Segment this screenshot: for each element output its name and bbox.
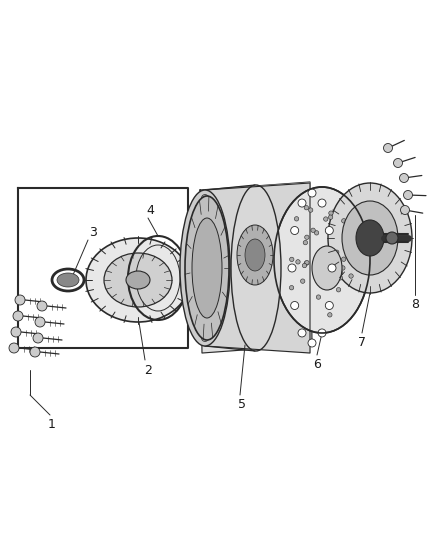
- Circle shape: [308, 339, 316, 347]
- Circle shape: [201, 335, 208, 342]
- Text: 4: 4: [146, 204, 154, 216]
- Polygon shape: [205, 183, 310, 353]
- Circle shape: [308, 208, 313, 212]
- Circle shape: [328, 313, 332, 317]
- Circle shape: [308, 189, 316, 197]
- Ellipse shape: [180, 190, 230, 346]
- Circle shape: [212, 230, 219, 237]
- Circle shape: [314, 231, 319, 235]
- Circle shape: [400, 206, 410, 214]
- Circle shape: [201, 195, 208, 201]
- Circle shape: [190, 264, 197, 271]
- Circle shape: [212, 300, 219, 306]
- Circle shape: [304, 206, 308, 210]
- Circle shape: [318, 329, 326, 337]
- Circle shape: [296, 260, 300, 264]
- Circle shape: [33, 333, 43, 343]
- Circle shape: [15, 295, 25, 305]
- Ellipse shape: [57, 273, 79, 287]
- Circle shape: [403, 190, 413, 199]
- Circle shape: [191, 230, 198, 237]
- Ellipse shape: [245, 239, 265, 271]
- Text: 2: 2: [144, 364, 152, 376]
- Circle shape: [329, 211, 333, 215]
- Circle shape: [290, 257, 294, 262]
- Ellipse shape: [342, 201, 398, 275]
- Circle shape: [328, 215, 333, 220]
- Circle shape: [191, 300, 198, 306]
- Circle shape: [335, 250, 339, 254]
- Text: 3: 3: [89, 225, 97, 238]
- Circle shape: [302, 263, 307, 268]
- Circle shape: [35, 317, 45, 327]
- Circle shape: [325, 227, 333, 235]
- Text: 7: 7: [358, 336, 366, 350]
- Circle shape: [338, 276, 343, 280]
- Circle shape: [328, 285, 332, 289]
- Ellipse shape: [192, 218, 222, 318]
- Circle shape: [195, 204, 202, 211]
- Circle shape: [318, 199, 326, 207]
- Circle shape: [13, 311, 23, 321]
- Circle shape: [351, 254, 355, 259]
- Circle shape: [336, 288, 341, 292]
- Circle shape: [305, 235, 309, 239]
- Circle shape: [300, 279, 305, 284]
- Ellipse shape: [104, 253, 172, 307]
- Circle shape: [303, 240, 307, 245]
- Circle shape: [30, 347, 40, 357]
- Ellipse shape: [86, 238, 190, 322]
- Circle shape: [342, 257, 346, 261]
- Circle shape: [288, 264, 296, 272]
- Circle shape: [298, 329, 306, 337]
- Ellipse shape: [231, 185, 281, 351]
- Circle shape: [291, 302, 299, 310]
- Circle shape: [386, 232, 398, 244]
- Circle shape: [342, 219, 346, 223]
- Circle shape: [311, 228, 315, 232]
- Circle shape: [328, 264, 336, 272]
- Circle shape: [324, 217, 328, 221]
- Circle shape: [399, 174, 409, 182]
- Circle shape: [11, 327, 21, 337]
- Circle shape: [290, 286, 294, 290]
- Ellipse shape: [356, 220, 384, 256]
- Ellipse shape: [328, 183, 412, 293]
- Circle shape: [298, 199, 306, 207]
- Ellipse shape: [237, 225, 273, 285]
- Ellipse shape: [312, 246, 342, 290]
- Circle shape: [195, 325, 202, 332]
- Circle shape: [208, 325, 215, 332]
- Circle shape: [393, 158, 403, 167]
- Circle shape: [339, 271, 343, 275]
- Ellipse shape: [185, 196, 229, 340]
- Circle shape: [349, 274, 353, 278]
- Circle shape: [321, 248, 326, 253]
- Circle shape: [325, 302, 333, 310]
- Circle shape: [305, 261, 309, 265]
- Circle shape: [341, 266, 345, 270]
- Circle shape: [9, 343, 19, 353]
- Text: 5: 5: [238, 399, 246, 411]
- Circle shape: [294, 216, 299, 221]
- Circle shape: [304, 261, 308, 265]
- Circle shape: [346, 221, 351, 225]
- Text: 8: 8: [411, 298, 419, 311]
- Ellipse shape: [126, 271, 150, 289]
- Circle shape: [346, 239, 350, 244]
- Circle shape: [291, 227, 299, 235]
- Text: 6: 6: [313, 359, 321, 372]
- Text: 1: 1: [48, 418, 56, 432]
- Circle shape: [37, 301, 47, 311]
- Circle shape: [208, 204, 215, 211]
- Ellipse shape: [274, 187, 370, 333]
- Circle shape: [213, 264, 220, 271]
- Circle shape: [384, 143, 392, 152]
- Polygon shape: [200, 182, 312, 353]
- Circle shape: [316, 295, 321, 299]
